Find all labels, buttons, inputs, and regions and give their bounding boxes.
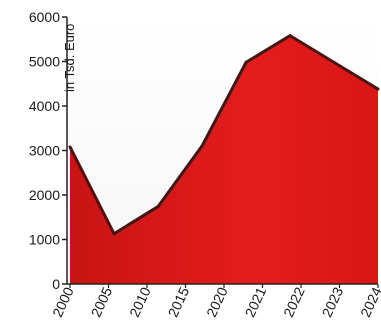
data-point <box>68 145 72 149</box>
y-axis: 0 1000 2000 3000 4000 5000 6000 <box>29 9 68 292</box>
x-tick-label: 2024 <box>357 284 381 319</box>
x-tick-label: 2015 <box>165 284 193 319</box>
area-fill <box>70 35 378 284</box>
data-point <box>244 60 248 64</box>
data-point <box>156 205 160 209</box>
x-tick-label: 2023 <box>319 284 347 319</box>
data-point <box>376 87 380 91</box>
x-tick-label: 2005 <box>88 284 116 319</box>
x-tick-label: 2010 <box>126 284 154 319</box>
x-tick-label: 2021 <box>242 284 270 319</box>
y-tick-label: 1000 <box>29 232 60 248</box>
y-tick-label: 5000 <box>29 54 60 70</box>
y-tick-label: 6000 <box>29 9 60 25</box>
y-tick-label: 4000 <box>29 98 60 114</box>
data-point <box>332 60 336 64</box>
data-point <box>200 144 204 148</box>
area-series <box>68 34 380 284</box>
y-axis-label: in Tsd. Euro <box>62 24 77 92</box>
data-point <box>112 232 116 236</box>
data-point <box>288 34 292 38</box>
y-tick-label: 0 <box>52 276 60 292</box>
y-tick-label: 3000 <box>29 143 60 159</box>
x-tick-label: 2022 <box>280 284 308 319</box>
x-axis: 2000 2005 2010 2015 2020 2021 2022 2023 2024 <box>49 283 381 320</box>
x-tick-label: 2020 <box>203 284 231 319</box>
area-edge-line <box>68 34 379 236</box>
y-tick-label: 2000 <box>29 187 60 203</box>
